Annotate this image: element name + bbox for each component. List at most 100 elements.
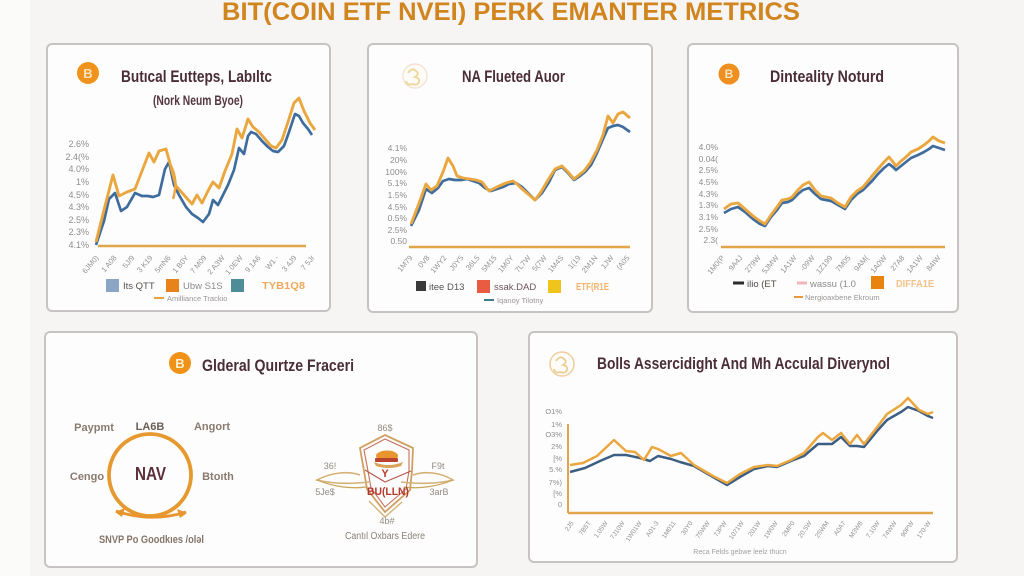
svg-text:4.1%: 4.1% [388, 143, 408, 153]
svg-text:Iqanoy Tilotny: Iqanoy Tilotny [497, 296, 544, 305]
svg-text:3 4J9: 3 4J9 [280, 254, 299, 274]
svg-text:SNVP Po Goodkıes /oləl: SNVP Po Goodkıes /oləl [99, 534, 204, 546]
svg-text:1M79: 1M79 [396, 254, 415, 274]
svg-text:2J5: 2J5 [564, 520, 576, 533]
svg-text:170-W: 170-W [916, 519, 933, 539]
svg-text:B: B [175, 356, 184, 371]
svg-text:J0Y5: J0Y5 [448, 254, 466, 273]
svg-text:1%: 1% [551, 420, 562, 429]
svg-text:Btoıth: Btoıth [202, 471, 234, 483]
svg-text:3 K19: 3 K19 [135, 254, 154, 275]
svg-text:1M4S: 1M4S [546, 254, 565, 275]
svg-text:[%: [% [553, 489, 562, 498]
svg-text:1 A08: 1 A08 [99, 254, 118, 274]
svg-text:2M1N: 2M1N [580, 254, 600, 275]
svg-text:7 5Jr: 7 5Jr [299, 253, 317, 272]
svg-text:A0A7: A0A7 [833, 520, 848, 537]
svg-text:3arB: 3arB [429, 487, 448, 497]
svg-text:1 B0Y: 1 B0Y [171, 254, 191, 275]
svg-text:36L5: 36L5 [464, 254, 482, 273]
svg-text:20.5W: 20.5W [797, 519, 814, 539]
svg-text:[%: [% [553, 454, 562, 463]
svg-text:2MP0: 2MP0 [781, 520, 797, 538]
svg-text:1A1W: 1A1W [905, 253, 926, 275]
svg-text:2.4(%: 2.4(% [65, 152, 89, 162]
svg-text:O1%: O1% [545, 407, 562, 416]
svg-text:30Y0: 30Y0 [680, 520, 695, 537]
svg-text:1071W: 1071W [728, 519, 746, 541]
svg-text:5J/9: 5J/9 [121, 254, 137, 271]
svg-text:4.5%: 4.5% [388, 202, 408, 212]
svg-text:1M0(P: 1M0(P [705, 254, 726, 277]
svg-text:0.50: 0.50 [390, 236, 407, 246]
svg-text:5M15: 5M15 [480, 254, 499, 274]
svg-text:4.0%: 4.0% [699, 142, 719, 152]
svg-text:BU(LLN): BU(LLN) [367, 486, 409, 498]
svg-text:7B5T: 7B5T [578, 520, 593, 537]
svg-text:1W01W: 1W01W [625, 519, 644, 543]
svg-text:5JMW: 5JMW [760, 253, 781, 276]
svg-text:36!: 36! [324, 461, 337, 471]
svg-text:0: 0 [558, 500, 562, 509]
svg-text:0.5%: 0.5% [388, 213, 408, 223]
svg-text:Glderal Quırtze Fraceri: Glderal Quırtze Fraceri [202, 356, 354, 375]
svg-text:4.5%: 4.5% [68, 190, 89, 200]
svg-text:7.10W: 7.10W [865, 519, 882, 539]
svg-text:201W: 201W [747, 519, 763, 538]
svg-text:7%): 7%) [549, 478, 563, 487]
svg-text:Butıcal Eutteps, Labıltc: Butıcal Eutteps, Labıltc [121, 67, 272, 86]
svg-text:Its QTT: Its QTT [123, 281, 155, 292]
svg-text:Ubw S1S: Ubw S1S [183, 281, 223, 292]
svg-text:DIFFA1E: DIFFA1E [896, 279, 934, 290]
svg-text:9A4J: 9A4J [727, 253, 745, 272]
svg-text:1.05W: 1.05W [593, 519, 610, 539]
svg-text:O3%: O3% [545, 430, 562, 439]
svg-text:1.5%: 1.5% [388, 190, 408, 200]
svg-text:2.5%: 2.5% [699, 165, 719, 175]
svg-text:5Je$: 5Je$ [315, 487, 335, 497]
svg-text:A01-3: A01-3 [645, 520, 661, 539]
svg-text:Angort: Angort [194, 421, 230, 433]
svg-text:86$: 86$ [377, 423, 392, 433]
svg-text:5.1%: 5.1% [388, 178, 408, 188]
svg-text:1M011: 1M011 [661, 520, 678, 540]
svg-text:9 1A6: 9 1A6 [243, 254, 262, 275]
svg-text:3.1%: 3.1% [699, 212, 719, 222]
svg-text:NA Flueted Auor: NA Flueted Auor [462, 67, 565, 86]
svg-text:4.1%: 4.1% [68, 240, 89, 250]
svg-text:25WM: 25WM [814, 520, 831, 539]
svg-text:84IW: 84IW [924, 253, 943, 273]
svg-text:(A05: (A05 [614, 254, 631, 272]
svg-text:90PW: 90PW [900, 519, 916, 538]
svg-text:1M0Y: 1M0Y [496, 254, 515, 275]
svg-text:NAV: NAV [135, 464, 166, 484]
svg-text:1A0W: 1A0W [869, 253, 890, 275]
svg-text:2.5%: 2.5% [68, 215, 89, 225]
svg-text:M3W8: M3W8 [848, 520, 865, 540]
svg-text:ssak.DAD: ssak.DAD [494, 282, 536, 293]
svg-text:1 0EW: 1 0EW [223, 253, 245, 277]
svg-text:1A1W: 1A1W [779, 253, 800, 275]
svg-text:7L7W: 7L7W [513, 253, 533, 274]
svg-text:1WY2: 1WY2 [429, 254, 449, 275]
svg-text:20%: 20% [390, 155, 407, 165]
svg-text:1JW: 1JW [599, 253, 616, 271]
svg-text:Cengo: Cengo [70, 471, 105, 483]
svg-text:75WW: 75WW [695, 519, 712, 540]
svg-text:6JM0): 6JM0) [80, 253, 101, 275]
svg-text:2.6%: 2.6% [68, 139, 89, 149]
svg-text:4.3%: 4.3% [699, 189, 719, 199]
svg-text:itee D13: itee D13 [429, 282, 464, 293]
svg-text:1.3%: 1.3% [699, 200, 719, 210]
svg-text:74WW: 74WW [882, 519, 899, 540]
svg-text:100%: 100% [385, 167, 407, 177]
svg-text:4.0%: 4.0% [68, 164, 89, 174]
svg-text:2 A3W: 2 A3W [205, 253, 227, 276]
svg-text:1W0W: 1W0W [763, 519, 780, 540]
svg-text:7JPW: 7JPW [713, 519, 729, 538]
svg-text:Paypmt: Paypmt [74, 422, 114, 434]
svg-text:W1 -: W1 - [263, 253, 280, 271]
svg-text:0.04(: 0.04( [699, 154, 719, 164]
svg-text:5.%: 5.% [549, 465, 562, 474]
svg-text:4b#: 4b# [379, 516, 394, 526]
